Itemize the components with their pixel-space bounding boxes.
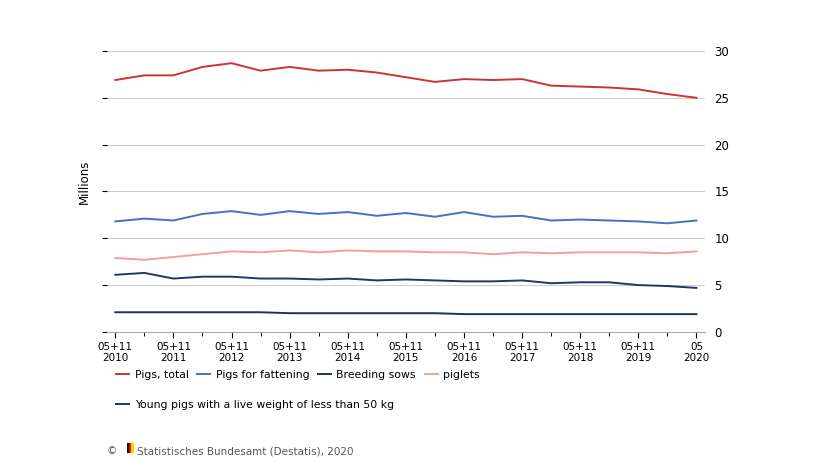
Legend: Pigs, total, Pigs for fattening, Breeding sows, piglets: Pigs, total, Pigs for fattening, Breedin… bbox=[112, 366, 483, 384]
Bar bbox=[129, 443, 131, 453]
Bar bbox=[131, 443, 133, 453]
Y-axis label: Millions: Millions bbox=[79, 160, 91, 204]
Legend: Young pigs with a live weight of less than 50 kg: Young pigs with a live weight of less th… bbox=[112, 396, 398, 414]
Bar bbox=[127, 443, 129, 453]
Text: Statistisches Bundesamt (Destatis), 2020: Statistisches Bundesamt (Destatis), 2020 bbox=[137, 446, 353, 456]
Text: ©: © bbox=[106, 446, 120, 456]
